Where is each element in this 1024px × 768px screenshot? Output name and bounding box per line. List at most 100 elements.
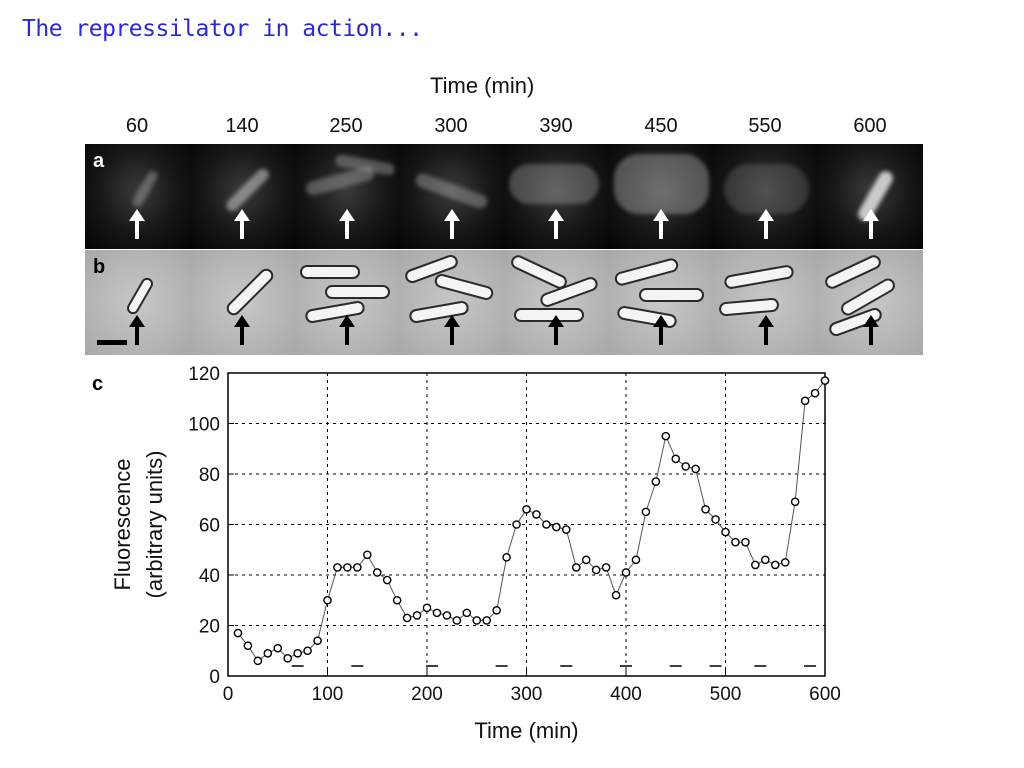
y-axis-title: Fluorescence <box>110 458 135 590</box>
data-point <box>681 462 691 471</box>
data-point <box>691 464 700 474</box>
data-point <box>770 560 780 570</box>
data-point <box>362 550 372 560</box>
phase-contrast-frame <box>189 250 295 355</box>
data-point <box>313 636 322 645</box>
data-point <box>283 654 293 663</box>
data-point <box>253 656 263 666</box>
data-point <box>333 563 342 572</box>
data-point <box>532 510 541 519</box>
fluorescence-frame <box>189 144 295 249</box>
y-tick-label: 20 <box>199 617 220 638</box>
fluorescence-frame <box>713 144 819 249</box>
scale-bar <box>97 340 127 345</box>
fluorescence-frame <box>818 144 923 249</box>
cell-shape <box>638 288 704 302</box>
fluorescence-frame <box>504 144 609 249</box>
data-point <box>512 520 521 529</box>
fluorescence-frame <box>399 144 504 249</box>
data-point <box>711 515 720 524</box>
phase-contrast-frame <box>818 250 923 355</box>
data-point <box>392 595 402 605</box>
data-point <box>273 643 283 653</box>
data-point <box>492 606 501 615</box>
data-point <box>303 646 312 656</box>
fluorescence-series-points <box>233 376 830 666</box>
data-point <box>810 388 820 398</box>
data-point <box>621 568 631 577</box>
data-point <box>502 553 511 562</box>
fluorescence-frame <box>294 144 400 249</box>
panel-c-label: c <box>92 373 104 395</box>
data-point <box>701 505 710 514</box>
data-point <box>432 608 442 618</box>
data-point <box>562 525 571 534</box>
x-tick-label: 600 <box>809 684 841 705</box>
panel-b-label: b <box>93 256 106 278</box>
y-tick-label: 100 <box>188 415 220 436</box>
time-point-label: 60 <box>125 115 149 137</box>
data-point <box>263 648 273 658</box>
data-point <box>462 608 472 618</box>
data-point <box>721 527 730 537</box>
time-point-label: 250 <box>329 115 363 137</box>
data-point <box>651 477 661 486</box>
data-point <box>552 522 561 532</box>
phase-contrast-frame: b <box>85 250 190 355</box>
data-point <box>353 563 362 572</box>
phase-contrast-frame <box>608 250 714 355</box>
data-point <box>761 555 770 565</box>
y-tick-label: 80 <box>199 465 220 486</box>
phase-contrast-frame <box>713 250 819 355</box>
chart-gridlines <box>228 373 825 676</box>
data-point <box>671 454 681 464</box>
cell-shape <box>723 164 809 214</box>
data-point <box>731 537 740 547</box>
data-point <box>800 396 810 406</box>
data-point <box>293 648 302 658</box>
data-point <box>522 505 531 514</box>
data-point <box>790 497 800 507</box>
fluorescence-series-line <box>237 380 826 662</box>
slide-title: The repressilator in action... <box>22 16 423 42</box>
x-axis-title: Time (min) <box>474 718 578 743</box>
data-point <box>323 595 332 605</box>
x-tick-label: 500 <box>710 684 742 705</box>
data-point <box>571 563 581 572</box>
data-point <box>382 575 392 585</box>
time-header: Time (min) <box>430 73 535 98</box>
data-point <box>780 558 790 567</box>
data-point <box>442 611 452 620</box>
data-point <box>661 431 671 441</box>
phase-contrast-frame <box>399 250 504 355</box>
data-point <box>452 616 462 625</box>
x-tick-label: 0 <box>223 684 234 705</box>
cell-shape <box>299 265 360 279</box>
y-axis-subtitle: (arbitrary units) <box>142 451 167 599</box>
data-point <box>542 520 551 529</box>
time-point-label: 300 <box>434 115 468 137</box>
panel-a-label: a <box>93 150 105 172</box>
data-point <box>472 616 482 625</box>
x-tick-label: 400 <box>610 684 642 705</box>
data-point <box>243 641 253 651</box>
data-point <box>422 603 432 613</box>
phase-contrast-frame <box>294 250 400 355</box>
data-point <box>601 563 611 572</box>
cell-shape <box>613 154 709 214</box>
phase-contrast-frame <box>504 250 609 355</box>
phase-contrast-image-strip: b <box>85 250 923 355</box>
y-tick-label: 0 <box>209 667 220 688</box>
data-point <box>820 376 830 385</box>
axis-ticks: 0 100 200 300 400 500 600 0 20 40 60 80 100 120 <box>188 364 841 705</box>
data-point <box>581 555 591 565</box>
data-point <box>641 507 651 517</box>
cell-shape <box>509 164 599 204</box>
time-point-label: 140 <box>225 115 259 137</box>
x-tick-label: 200 <box>411 684 443 705</box>
time-point-label: 390 <box>539 115 573 137</box>
data-point <box>591 565 601 575</box>
data-point <box>343 563 352 572</box>
data-point <box>402 613 412 623</box>
data-point <box>372 568 382 577</box>
